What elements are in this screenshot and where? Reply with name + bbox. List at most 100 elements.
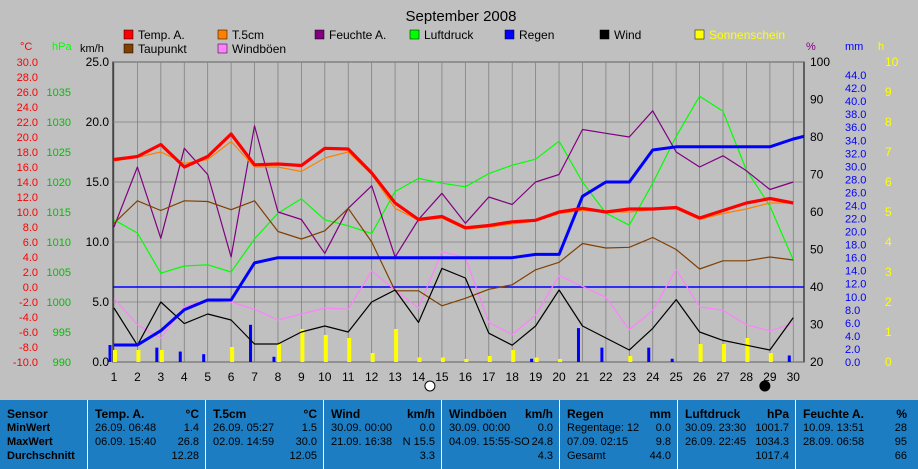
tick-rain: 26.0 xyxy=(845,187,866,199)
tick-rain: 16.0 xyxy=(845,253,866,265)
summary-min: 30.09. 00:00 0.0 xyxy=(449,422,553,434)
label-min: MinWert xyxy=(7,422,51,434)
summary-min: 30.09. 23:30 1001.7 xyxy=(685,422,789,434)
rain-bar xyxy=(787,355,791,362)
summary-avg: 66 xyxy=(894,450,907,462)
summary-col-feuchte-a-: Feuchte A.% 10.09. 13:51 28 28.09. 06:58 95 6… xyxy=(795,400,913,469)
summary-avg: 4.3 xyxy=(537,450,553,462)
axis-unit-sun: h xyxy=(878,41,884,53)
tick-wind: 25.0 xyxy=(86,55,110,69)
sun-bar xyxy=(230,347,235,362)
tick-pressure: 990 xyxy=(53,357,71,369)
tick-sun: 4 xyxy=(885,235,892,249)
series-wind xyxy=(113,267,794,351)
tick-rain: 40.0 xyxy=(845,96,866,108)
x-tick: 7 xyxy=(251,370,258,384)
new-moon-icon xyxy=(759,380,771,392)
tick-pressure: 1020 xyxy=(47,177,71,189)
tick-temp: 26.0 xyxy=(17,87,38,99)
legend-swatch xyxy=(217,43,228,54)
tick-rain: 4.0 xyxy=(845,331,860,343)
summary-avg: Gesamt 44.0 xyxy=(567,450,671,462)
tick-rain: 6.0 xyxy=(845,318,860,330)
chart-legend: Temp. A. T.5cm Feuchte A. Luftdruck Regen Win… xyxy=(123,28,785,56)
sun-bar xyxy=(487,356,492,362)
rain-bar xyxy=(108,345,112,362)
summary-col-wind: Wind km/h 30.09. 00:00 0.0 21.09. 16:38 N 15.… xyxy=(323,400,441,469)
tick-humidity: 50 xyxy=(810,243,824,257)
tick-sun: 9 xyxy=(885,85,892,99)
tick-temp: 18.0 xyxy=(17,147,38,159)
tick-temp: 20.0 xyxy=(17,132,38,144)
tick-temp: 28.0 xyxy=(17,72,38,84)
series-temp-a- xyxy=(113,132,794,230)
x-tick: 23 xyxy=(623,370,637,384)
series-windb-en xyxy=(113,251,794,339)
summary-avg: 3.3 xyxy=(419,450,435,462)
rain-bar xyxy=(155,347,159,362)
legend-label: Wind xyxy=(614,28,641,42)
tick-rain: 44.0 xyxy=(845,70,866,82)
x-tick: 10 xyxy=(318,370,332,384)
x-tick: 4 xyxy=(181,370,188,384)
full-moon-icon xyxy=(424,380,436,392)
x-tick: 11 xyxy=(342,370,355,384)
summary-max: 28.09. 06:58 95 xyxy=(803,436,907,448)
series-taupunkt xyxy=(113,200,794,307)
tick-pressure: 1010 xyxy=(47,237,71,249)
tick-temp: -2.0 xyxy=(19,297,38,309)
legend-swatch xyxy=(123,29,134,40)
tick-sun: 10 xyxy=(885,55,899,69)
bars xyxy=(108,324,791,362)
summary-max: 26.09. 22:45 1034.3 xyxy=(685,436,789,448)
tick-humidity: 20 xyxy=(810,355,824,369)
x-tick: 22 xyxy=(599,370,613,384)
sun-bar xyxy=(464,359,469,362)
x-tick: 3 xyxy=(158,370,165,384)
legend-label: Temp. A. xyxy=(138,28,185,42)
axis-unit-humidity: % xyxy=(806,41,816,53)
series-feuchte-a- xyxy=(113,110,794,258)
summary-avg: 12.05 xyxy=(289,450,317,462)
rain-bar xyxy=(178,351,182,362)
summary-col-t-5cm: T.5cm °C 26.09. 05:27 1.5 02.09. 14:59 30.0 12… xyxy=(205,400,323,469)
x-tick: 26 xyxy=(693,370,707,384)
sun-bar xyxy=(113,350,117,362)
tick-temp: -8.0 xyxy=(19,342,38,354)
legend-label: Taupunkt xyxy=(138,42,187,56)
summary-max: 04.09. 15:55-SO 24.8 xyxy=(449,436,553,448)
axis-units: °C hPa km/h% mm h xyxy=(20,41,884,55)
tick-humidity: 100 xyxy=(810,55,830,69)
weather-chart: September 2008 Temp. A. T.5cm Feuchte A. Lu… xyxy=(13,8,899,392)
legend-label: Sonnenschein xyxy=(709,28,785,42)
x-tick: 27 xyxy=(716,370,730,384)
tick-temp: 8.0 xyxy=(23,222,38,234)
x-tick: 13 xyxy=(388,370,402,384)
tick-temp: 30.0 xyxy=(17,57,38,69)
legend-swatch xyxy=(314,29,325,40)
tick-humidity: 40 xyxy=(810,280,824,294)
sun-bar xyxy=(698,344,703,362)
legend-label: Feuchte A. xyxy=(329,28,386,42)
summary-col-title: T.5cm °C xyxy=(213,407,317,421)
x-axis: 1 2 3 4 5 6 7 8 9 10 11 12 13 14 15 16 17 18 19 20 21 22 23 24 2… xyxy=(111,370,801,384)
x-tick: 19 xyxy=(529,370,543,384)
summary-max: 02.09. 14:59 30.0 xyxy=(213,436,317,448)
tick-rain: 38.0 xyxy=(845,109,866,121)
tick-pressure: 1025 xyxy=(47,147,71,159)
tick-sun: 1 xyxy=(885,325,892,339)
tick-pressure: 1005 xyxy=(47,267,71,279)
tick-humidity: 60 xyxy=(810,205,824,219)
x-tick: 29 xyxy=(763,370,777,384)
x-tick: 28 xyxy=(740,370,754,384)
x-tick: 6 xyxy=(228,370,235,384)
tick-rain: 36.0 xyxy=(845,122,866,134)
tick-sun: 3 xyxy=(885,265,892,279)
summary-col-title: Windböen km/h xyxy=(449,407,553,421)
series-lines xyxy=(113,95,805,351)
tick-temp: 12.0 xyxy=(17,192,38,204)
rain-bar xyxy=(670,358,674,362)
sun-bar xyxy=(745,338,750,362)
tick-sun: 8 xyxy=(885,115,892,129)
tick-temp: 22.0 xyxy=(17,117,38,129)
